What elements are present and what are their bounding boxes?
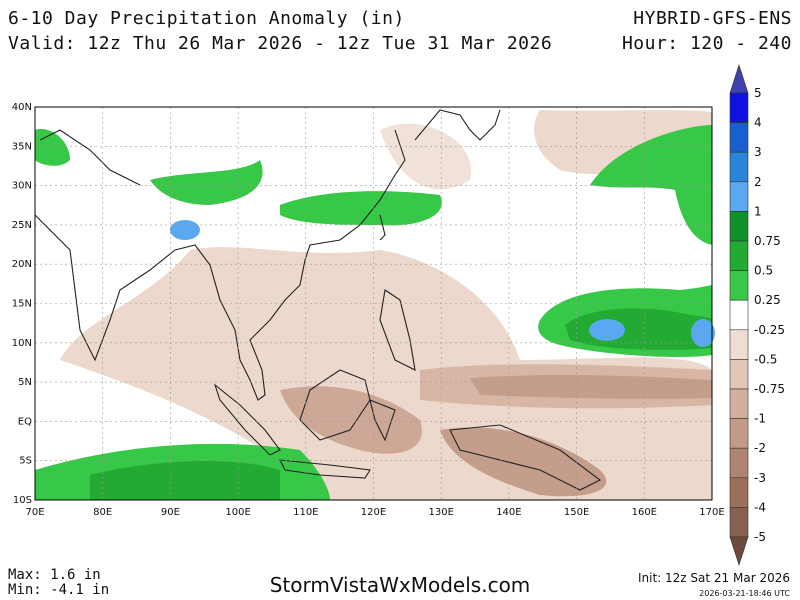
lon-label: 80E	[93, 507, 112, 518]
lat-label: 40N	[12, 102, 32, 113]
colorbar-label: -4	[754, 500, 766, 514]
title: 6-10 Day Precipitation Anomaly (in)	[8, 8, 405, 29]
colorbar-label: -3	[754, 471, 766, 485]
lon-label: 170E	[699, 507, 724, 518]
colorbar-segment	[729, 329, 749, 360]
lon-label: 140E	[496, 507, 521, 518]
dry-area	[60, 247, 712, 500]
colorbar-segment	[729, 92, 749, 123]
colorbar-label: 0.5	[754, 264, 773, 278]
colorbar-label: -0.5	[754, 352, 777, 366]
map-frame	[34, 106, 713, 501]
map-area	[34, 106, 715, 501]
colorbar-label: -0.75	[754, 382, 785, 396]
forecast-hour: Hour: 120 - 240	[622, 33, 792, 54]
colorbar-label: 3	[754, 145, 762, 159]
colorbar-label: -0.25	[754, 323, 785, 337]
lat-label: 10S	[13, 495, 32, 506]
lat-label: 5N	[18, 377, 32, 388]
lat-label: 25N	[12, 220, 32, 231]
colorbar-segment	[729, 388, 749, 419]
colorbar-bottom-arrow	[729, 536, 749, 566]
colorbar-label: 0.25	[754, 293, 781, 307]
dry-area	[440, 427, 607, 497]
coastlines	[34, 109, 602, 491]
graticule	[35, 107, 712, 500]
lat-label: 5S	[19, 456, 32, 467]
colorbar-label: 4	[754, 116, 762, 130]
colorbar-segment	[729, 122, 749, 153]
colorbar-segment	[729, 418, 749, 449]
lon-label: 110E	[293, 507, 318, 518]
lon-label: 120E	[361, 507, 386, 518]
wet-area	[90, 460, 280, 500]
colorbar-segment	[729, 359, 749, 390]
colorbar-segment	[729, 447, 749, 479]
colorbar-segment	[729, 299, 749, 331]
wet-area	[280, 191, 442, 226]
lat-label: 15N	[12, 299, 32, 310]
lon-label: 150E	[564, 507, 589, 518]
timestamp: 2026-03-21-18:46 UTC	[699, 589, 790, 598]
lon-label: 70E	[25, 507, 44, 518]
colorbar-top-arrow	[729, 64, 749, 94]
valid-time: Valid: 12z Thu 26 Mar 2026 - 12z Tue 31 …	[8, 33, 552, 54]
colorbar-segment	[729, 181, 749, 212]
colorbar-label: -5	[754, 530, 766, 544]
colorbar-label: -2	[754, 441, 766, 455]
model-name: HYBRID-GFS-ENS	[633, 8, 792, 29]
lat-label: 35N	[12, 141, 32, 152]
wet-area	[589, 319, 625, 341]
dry-area	[470, 374, 712, 399]
max-value: Max: 1.6 in	[8, 567, 101, 583]
lon-label: 130E	[428, 507, 453, 518]
colorbar-segment	[729, 211, 749, 242]
wet-area	[150, 160, 263, 205]
colorbar-segment	[729, 507, 749, 538]
colorbar-label: 5	[754, 86, 762, 100]
lon-label: 160E	[632, 507, 657, 518]
lat-label: 10N	[12, 338, 32, 349]
lon-label: 100E	[225, 507, 250, 518]
colorbar-label: 1	[754, 204, 762, 218]
lat-label: 20N	[12, 259, 32, 270]
min-value: Min: -4.1 in	[8, 582, 109, 598]
site-name: StormVistaWxModels.com	[270, 573, 531, 597]
colorbar-segment	[729, 240, 749, 271]
colorbar-label: -1	[754, 412, 766, 426]
colorbar-segment	[729, 151, 749, 183]
lat-label: EQ	[18, 416, 32, 427]
colorbar-segment	[729, 477, 749, 508]
wet-area	[590, 125, 712, 245]
colorbar-segment	[729, 270, 749, 301]
colorbar-label: 0.75	[754, 234, 781, 248]
lat-label: 30N	[12, 181, 32, 192]
colorbar: 5 4 3 2 1 0.75 0.5 0.25 -0.25 -0.5 -0.75 -1 -2 -3 -4 -5	[729, 64, 785, 566]
wet-area	[691, 319, 715, 347]
wet-area	[170, 220, 200, 240]
dry-area	[380, 123, 472, 190]
colorbar-label: 2	[754, 175, 762, 189]
lon-label: 90E	[161, 507, 180, 518]
init-time: Init: 12z Sat 21 Mar 2026	[638, 571, 790, 585]
